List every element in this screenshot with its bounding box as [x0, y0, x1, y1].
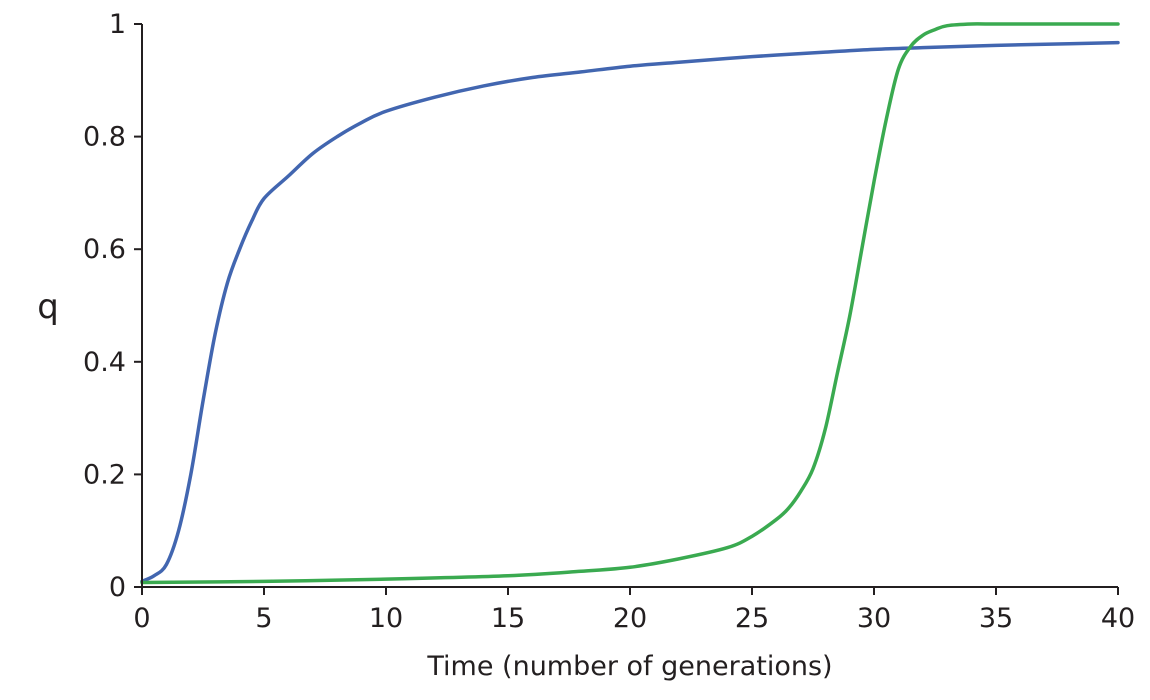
x-tick-label: 30 [857, 603, 891, 634]
y-axis-title: q [37, 287, 59, 327]
y-tick-label: 0.4 [83, 347, 126, 378]
x-tick-label: 0 [133, 603, 150, 634]
y-tick-label: 0.6 [83, 234, 126, 265]
series-line-1 [140, 40, 1120, 584]
x-axis-title: Time (number of generations) [426, 651, 832, 682]
y-tick-label: 0 [109, 572, 126, 603]
y-tick-label: 0.8 [83, 122, 126, 153]
x-tick-label: 40 [1101, 603, 1135, 634]
x-axis-ticks: 0 5 10 15 20 25 30 35 40 [133, 587, 1135, 634]
y-tick-label: 1 [109, 9, 126, 40]
x-tick-label: 35 [979, 603, 1013, 634]
x-tick-label: 15 [491, 603, 525, 634]
x-tick-label: 5 [255, 603, 272, 634]
y-tick-label: 0.2 [83, 459, 126, 490]
series-layer [140, 22, 1120, 585]
series-line-2 [140, 22, 1120, 585]
x-tick-label: 25 [735, 603, 769, 634]
x-tick-label: 10 [369, 603, 403, 634]
x-tick-label: 20 [613, 603, 647, 634]
y-axis-ticks: 0 0.2 0.4 0.6 0.8 1 [83, 9, 142, 603]
